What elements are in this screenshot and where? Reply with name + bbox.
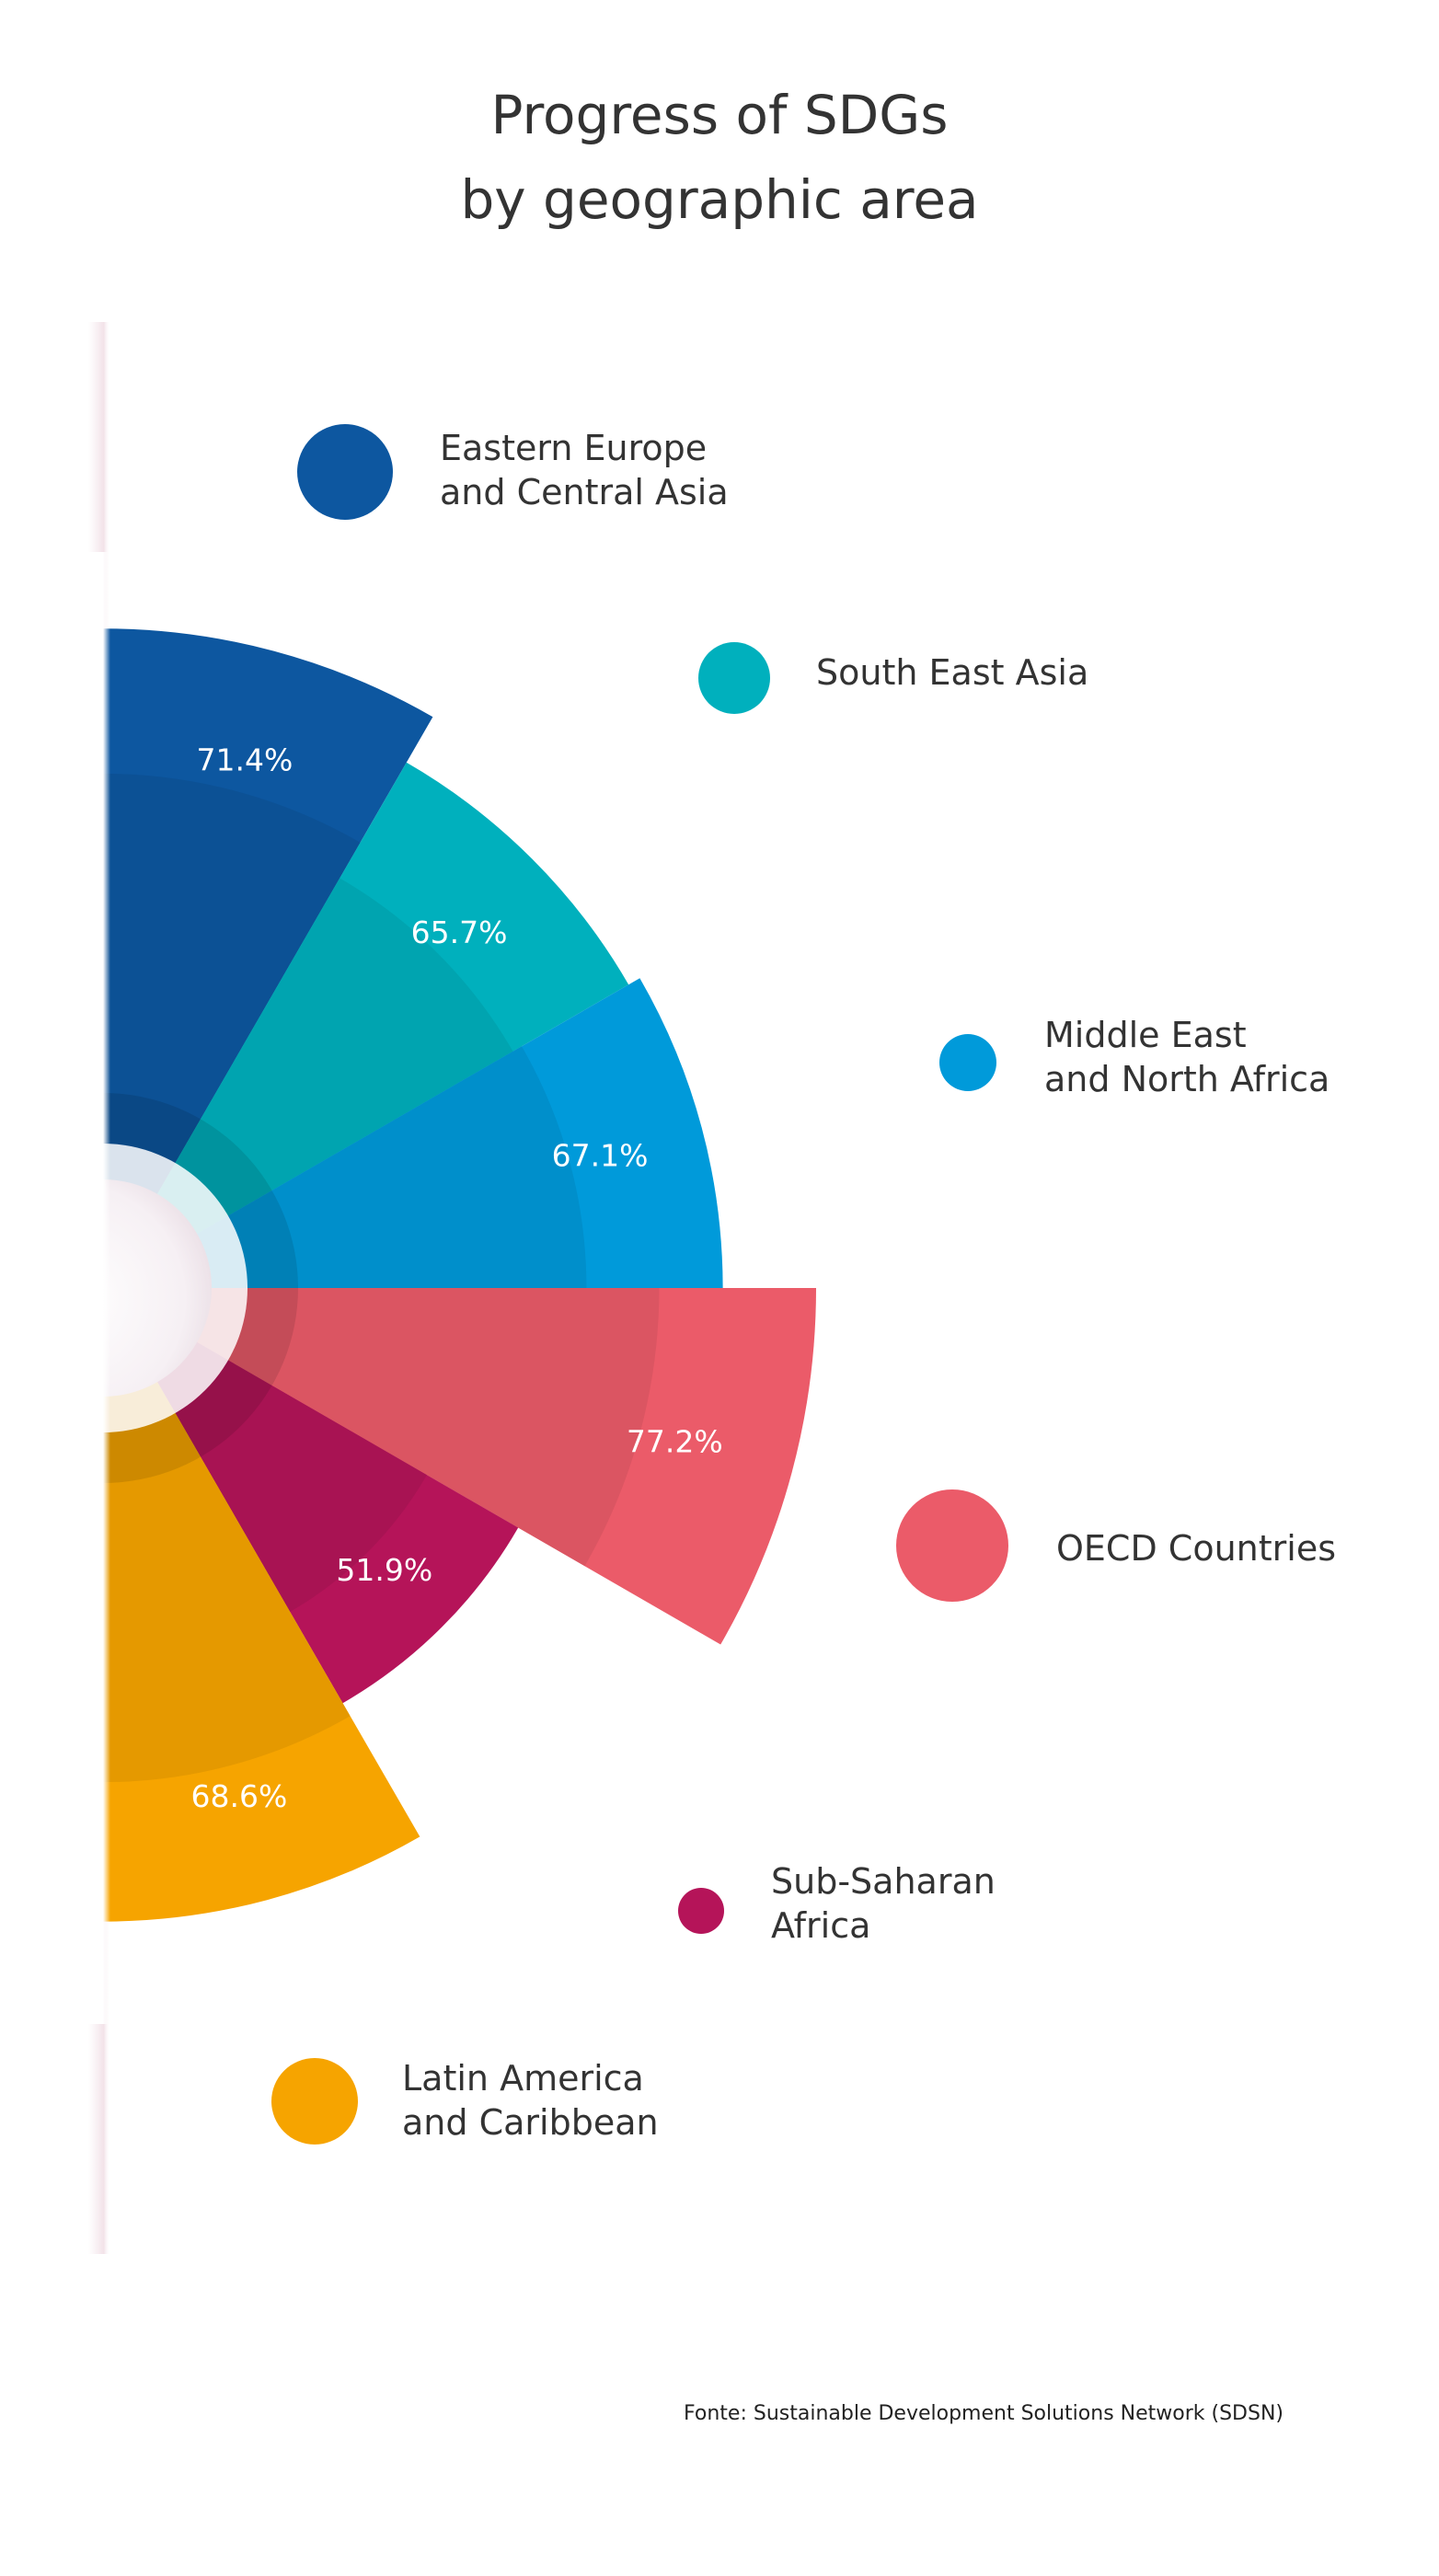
legend-label-6-line-1: Latin America [402, 2058, 644, 2099]
left-cut [0, 552, 103, 2024]
legend-dot-1 [297, 424, 393, 520]
chart-title-line-2: by geographic area [460, 168, 978, 231]
legend-label-1-line-1: Eastern Europe [440, 428, 707, 468]
value-label-1: 71.4% [197, 742, 294, 777]
source-note: Fonte: Sustainable Development Solutions… [684, 2402, 1284, 2425]
value-labels: 71.4% 65.7% 67.1% 77.2% 51.9% 68.6% [191, 742, 723, 1814]
legend-label-1-line-2: and Central Asia [440, 472, 729, 512]
legend-dot-3 [939, 1034, 996, 1091]
legend-label-4-line-1: OECD Countries [1056, 1528, 1336, 1569]
legend-dot-6 [271, 2058, 358, 2145]
wedge-inner-2 [103, 878, 513, 1288]
value-label-3: 67.1% [552, 1137, 649, 1173]
legend-label-5-line-1: Sub-Saharan [771, 1861, 996, 1902]
legend-label-2-line-1: South East Asia [816, 652, 1088, 693]
chart-title: Progress of SDGs by geographic area [460, 84, 978, 231]
chart-title-line-1: Progress of SDGs [491, 84, 949, 146]
legend-label-6-line-2: and Caribbean [402, 2102, 659, 2143]
rose-wedges [103, 628, 816, 1922]
value-label-5: 51.9% [336, 1552, 432, 1588]
legend-label-3-line-1: Middle East [1044, 1015, 1247, 1055]
legend-dot-5 [678, 1888, 724, 1934]
left-fade [103, 552, 110, 2024]
legend-dot-2 [698, 642, 770, 714]
legend-dot-4 [896, 1489, 1008, 1602]
value-label-6: 68.6% [191, 1778, 288, 1814]
value-label-2: 65.7% [411, 914, 508, 950]
value-label-4: 77.2% [627, 1423, 723, 1459]
wedge-inner-4 [103, 1288, 660, 1567]
legend-label-3-line-2: and North Africa [1044, 1059, 1330, 1099]
legend-label-5-line-2: Africa [771, 1905, 870, 1946]
